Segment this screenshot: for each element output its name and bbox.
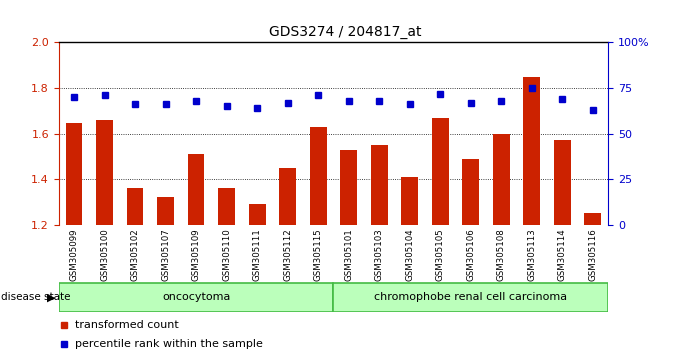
Bar [126,188,144,225]
Text: disease state: disease state [1,292,71,302]
Text: GSM305109: GSM305109 [191,228,200,281]
Text: GDS3274 / 204817_at: GDS3274 / 204817_at [269,25,422,39]
Bar [493,134,510,225]
Text: GSM305113: GSM305113 [527,228,536,281]
Bar [462,159,479,225]
Text: GSM305110: GSM305110 [222,228,231,281]
Bar [96,120,113,225]
Text: GSM305114: GSM305114 [558,228,567,281]
Text: GSM305103: GSM305103 [375,228,384,281]
Bar [218,188,235,225]
Text: GSM305115: GSM305115 [314,228,323,281]
Text: GSM305105: GSM305105 [436,228,445,281]
Text: GSM305104: GSM305104 [405,228,414,281]
Bar [188,154,205,225]
Bar [585,213,601,225]
Text: chromophobe renal cell carcinoma: chromophobe renal cell carcinoma [375,292,567,302]
Text: GSM305111: GSM305111 [253,228,262,281]
Bar [279,168,296,225]
Bar [371,145,388,225]
Text: GSM305101: GSM305101 [344,228,353,281]
Bar [401,177,418,225]
Bar [554,141,571,225]
Text: percentile rank within the sample: percentile rank within the sample [75,339,263,349]
Bar [157,198,174,225]
Text: oncocytoma: oncocytoma [162,292,230,302]
Text: GSM305099: GSM305099 [70,228,79,281]
Text: GSM305107: GSM305107 [161,228,170,281]
Text: GSM305108: GSM305108 [497,228,506,281]
FancyBboxPatch shape [59,283,333,312]
FancyBboxPatch shape [333,283,608,312]
Bar [249,204,265,225]
Text: ▶: ▶ [47,292,55,302]
Text: transformed count: transformed count [75,320,179,330]
Text: GSM305116: GSM305116 [588,228,597,281]
Bar [340,150,357,225]
Text: GSM305102: GSM305102 [131,228,140,281]
Text: GSM305112: GSM305112 [283,228,292,281]
Text: GSM305100: GSM305100 [100,228,109,281]
Text: GSM305106: GSM305106 [466,228,475,281]
Bar [432,118,448,225]
Bar [310,127,327,225]
Bar [523,77,540,225]
Bar [66,124,82,225]
